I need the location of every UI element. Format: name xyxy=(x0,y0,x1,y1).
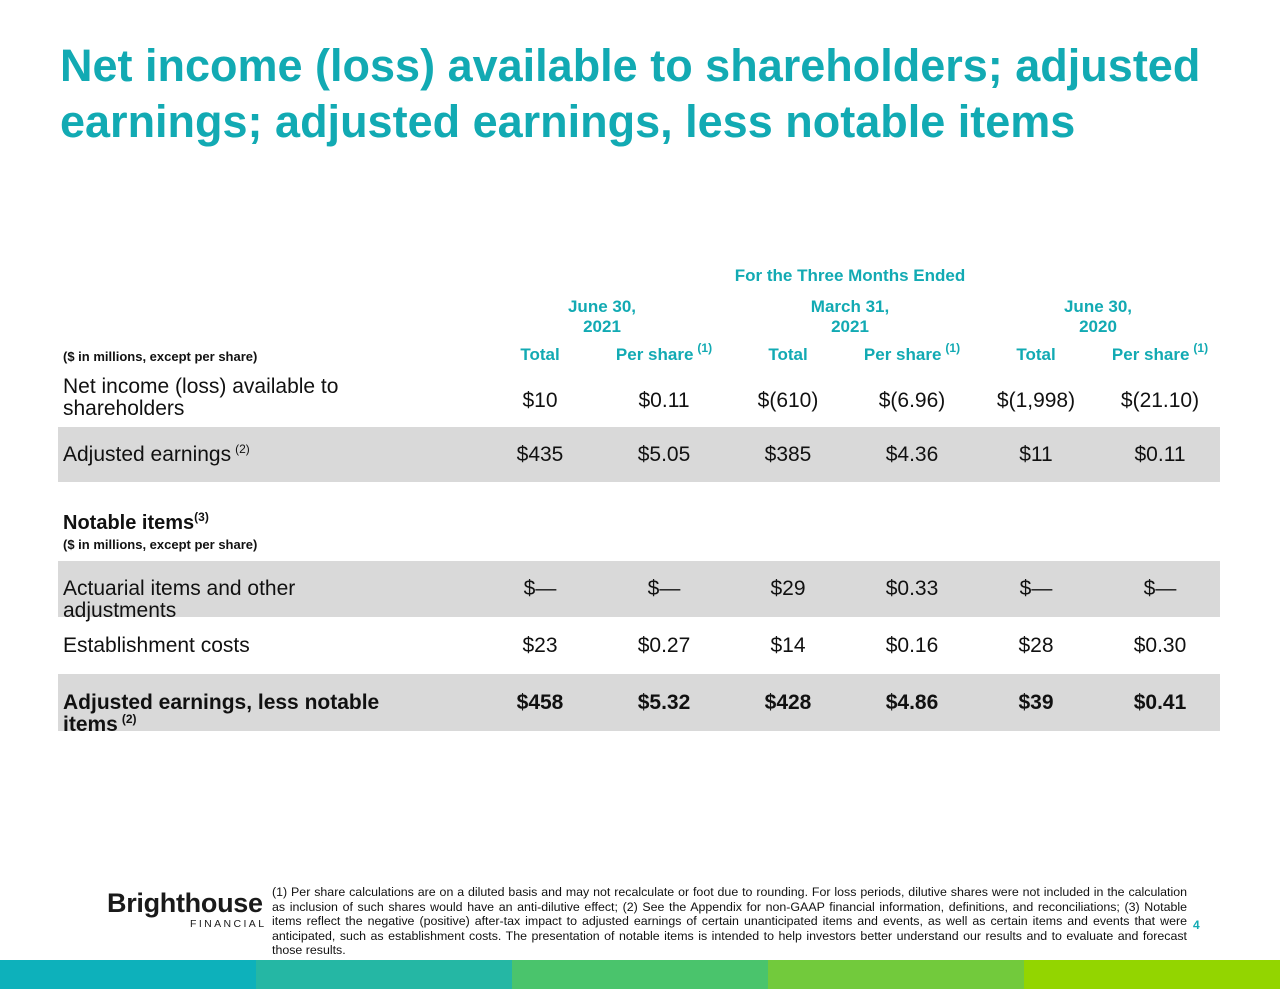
bar-segment xyxy=(512,960,768,989)
row-label-text: Establishment costs xyxy=(63,633,250,657)
row-label-text: Adjusted earnings, less notable items xyxy=(63,690,380,736)
logo-sub: FINANCIAL xyxy=(190,918,267,930)
column-header-note: (1) xyxy=(697,341,713,355)
color-bar xyxy=(0,960,1280,989)
row-label-text: Net income (loss) available to sharehold… xyxy=(63,375,339,420)
cell-value: $0.16 xyxy=(885,633,939,657)
cell-value: $11 xyxy=(1019,442,1053,466)
cell-value: $0.30 xyxy=(1133,633,1187,657)
period-line1: June 30, xyxy=(1063,297,1133,316)
period-line2: 2020 xyxy=(1079,317,1117,336)
column-header-text: Per share xyxy=(863,345,942,364)
notable-heading-text: Notable items xyxy=(63,512,195,534)
cell-value: $435 xyxy=(516,442,564,466)
column-header-note: (1) xyxy=(945,341,961,355)
column-header-text: Total xyxy=(768,345,808,364)
column-header-note: (1) xyxy=(1193,341,1209,355)
page-number: 4 xyxy=(1193,918,1200,932)
cell-value: $4.86 xyxy=(885,690,939,714)
cell-value: $10 xyxy=(522,389,558,412)
cell-value: $(1,998) xyxy=(996,389,1076,412)
cell-value: $— xyxy=(523,577,557,600)
row-label-note: (2) xyxy=(121,711,137,726)
row-label: Net income (loss) available to sharehold… xyxy=(63,376,383,420)
row-label: Actuarial items and other adjustments xyxy=(63,578,383,622)
row-label: Adjusted earnings, less notable items (2) xyxy=(63,690,383,738)
column-header-text: Total xyxy=(520,345,560,364)
column-header: Per share (1) xyxy=(615,341,712,366)
cell-value: $39 xyxy=(1018,690,1054,714)
cell-value: $5.32 xyxy=(637,690,691,714)
row-label-text: Adjusted earnings xyxy=(63,442,232,466)
footnote: (1) Per share calculations are on a dilu… xyxy=(272,885,1187,958)
column-header-text: Per share xyxy=(615,345,694,364)
period-header: For the Three Months Ended xyxy=(734,266,966,285)
cell-value: $428 xyxy=(764,690,812,714)
cell-value: $(610) xyxy=(757,389,819,412)
table-row: Actuarial items and other adjustments $— $… xyxy=(58,561,1220,622)
bar-segment xyxy=(0,960,256,989)
cell-value: $0.33 xyxy=(885,577,939,600)
cell-value: $(21.10) xyxy=(1120,389,1200,412)
period-line2: 2021 xyxy=(831,317,869,336)
column-header: Per share (1) xyxy=(863,341,960,366)
column-header: Total xyxy=(1016,345,1055,365)
notable-units-note: ($ in millions, except per share) xyxy=(63,537,258,552)
column-header-text: Per share xyxy=(1111,345,1190,364)
cell-value: $4.36 xyxy=(885,442,939,466)
column-header: Total xyxy=(768,345,807,365)
row-label-text: Actuarial items and other adjustments xyxy=(63,577,296,622)
table-row: Net income (loss) available to sharehold… xyxy=(58,375,1220,427)
units-note: ($ in millions, except per share) xyxy=(63,349,258,364)
slide-title: Net income (loss) available to sharehold… xyxy=(60,40,1201,147)
period-line1: June 30, xyxy=(567,297,637,316)
cell-value: $— xyxy=(1019,577,1053,600)
notable-heading: Notable items(3) xyxy=(63,510,209,535)
cell-value: $385 xyxy=(764,442,812,466)
cell-value: $0.41 xyxy=(1133,690,1187,714)
cell-value: $0.27 xyxy=(637,633,691,657)
cell-value: $29 xyxy=(770,577,806,600)
cell-value: $— xyxy=(647,577,681,600)
bar-segment xyxy=(1024,960,1280,989)
column-header: Total xyxy=(520,345,559,365)
column-header: Per share (1) xyxy=(1111,341,1208,366)
cell-value: $0.11 xyxy=(1134,442,1186,466)
table-row: Adjusted earnings, less notable items (2)… xyxy=(58,674,1220,735)
cell-value: $5.05 xyxy=(637,442,691,466)
logo-name: Brighthouse xyxy=(107,888,263,918)
period-line1: March 31, xyxy=(810,297,890,316)
bar-segment xyxy=(768,960,1024,989)
cell-value: $23 xyxy=(522,633,558,657)
cell-value: $28 xyxy=(1018,633,1054,657)
table-row: Adjusted earnings (2) $435 $5.05 $385 $4.36 $1… xyxy=(58,427,1220,482)
cell-value: $14 xyxy=(770,633,806,657)
cell-value: $— xyxy=(1143,577,1177,600)
row-label: Adjusted earnings (2) xyxy=(63,441,383,468)
row-label-note: (2) xyxy=(235,441,250,456)
notable-note: (3) xyxy=(194,510,209,524)
cell-value: $458 xyxy=(516,690,564,714)
row-label: Establishment costs xyxy=(63,633,383,657)
column-header-text: Total xyxy=(1016,345,1056,364)
bar-segment xyxy=(256,960,512,989)
cell-value: $(6.96) xyxy=(878,389,946,412)
table-row: Establishment costs $23 $0.27 $14 $0.16 $28 $0… xyxy=(58,617,1220,674)
period-line2: 2021 xyxy=(583,317,621,336)
cell-value: $0.11 xyxy=(638,389,690,412)
